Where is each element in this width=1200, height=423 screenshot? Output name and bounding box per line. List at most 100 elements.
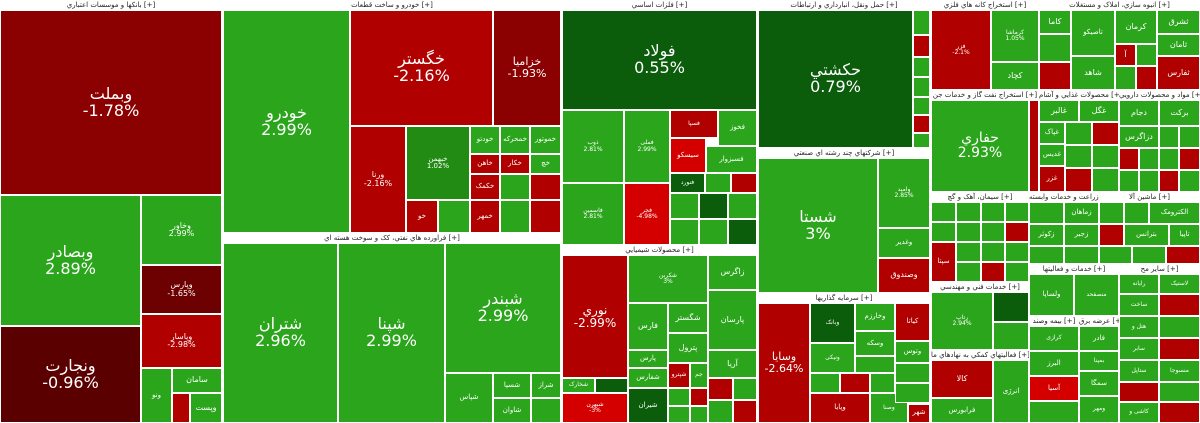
tile-dzagros[interactable]: دزاگرس <box>1119 126 1159 148</box>
tile-sheraz[interactable]: شراز <box>531 373 561 398</box>
tile-kiata[interactable]: کیاتا <box>895 303 930 341</box>
tile-khahan[interactable]: خاهن <box>470 154 500 174</box>
tile-misc-d-13[interactable]: کاشی و <box>1119 402 1159 423</box>
sector-agri[interactable]: زراعت و خدمات وابسته [+] زماهان زکوثر زج… <box>1029 192 1099 264</box>
tile-vsandogh[interactable]: وصندوق <box>878 258 930 293</box>
tile-chem-small-1[interactable] <box>595 378 628 393</box>
sector-chemicals[interactable]: محصولات شيميايي [+] نوري -2.99% زاگرس شک… <box>562 245 757 423</box>
tile-metals-small-8[interactable] <box>728 219 757 245</box>
tile-shekarbon[interactable]: شکربن 3% <box>628 255 708 303</box>
tile-zjabr[interactable]: زجبر <box>1064 224 1099 246</box>
tile-shgostar[interactable]: شگستر <box>668 303 708 333</box>
tile-misc-d-4[interactable] <box>1159 294 1200 316</box>
tile-oil-small[interactable] <box>531 398 561 423</box>
tile-vmehr[interactable]: ومهر <box>1079 396 1119 423</box>
tile-tasico[interactable]: تاصیکو <box>1071 10 1115 56</box>
tile-metals-small-4[interactable] <box>699 193 728 219</box>
tile-food-small-3[interactable] <box>1065 145 1092 168</box>
tile-hafari[interactable]: حفاري 2.93% <box>931 100 1029 192</box>
tile-vghadir[interactable]: وغدیر <box>878 228 930 258</box>
tile-mach-small-6[interactable] <box>1166 246 1200 264</box>
tile-mansafhad[interactable]: منصفحد <box>1074 274 1119 316</box>
tile-transport-small-2[interactable] <box>913 35 930 57</box>
tile-shasta[interactable]: شستا 3% <box>758 158 878 293</box>
sector-mining[interactable]: استخراج کانه هاي فلزي [+] فزر -2.1% کرما… <box>931 0 1039 90</box>
tile-metals-small-2[interactable] <box>731 173 757 193</box>
tile-cement-6[interactable] <box>956 222 981 242</box>
sector-oilgas-title[interactable]: استخراج نفت گاز و خدمات جن [+] <box>931 90 1039 100</box>
sector-engineering[interactable]: خدمات فني و مهندسي [+] رتاپ 2.94% <box>931 282 1029 350</box>
tile-khodro[interactable]: خودرو 2.99% <box>223 10 350 233</box>
tile-khmoharekeh[interactable]: خمحرکه <box>500 126 530 154</box>
tile-transport-small-6[interactable] <box>913 115 930 133</box>
tile-khodtu[interactable]: خودتو <box>470 126 500 154</box>
tile-food-small-2[interactable] <box>1092 122 1119 145</box>
sector-cement-title[interactable]: سيمان، آهک و گچ [+] <box>931 192 1029 202</box>
tile-shepna[interactable]: شپنا 2.99% <box>338 243 445 423</box>
tile-chem-small-7[interactable] <box>690 406 708 423</box>
tile-zmahan[interactable]: زماهان <box>1064 202 1099 224</box>
tile-cement-9[interactable] <box>956 242 981 262</box>
tile-vkharazm[interactable]: وخارزم <box>855 303 895 331</box>
tile-transport-small-4[interactable] <box>913 77 930 97</box>
tile-pharma-small-6[interactable] <box>1179 148 1200 170</box>
tile-vpasar[interactable]: وپاسار -2.98% <box>141 314 222 368</box>
tile-housing-small-3[interactable] <box>1136 44 1157 66</box>
sector-machinery-title[interactable]: ماشين آلا [+] <box>1099 192 1200 202</box>
sector-food[interactable]: محصولات غذايي و آشام [+] غالبر غگل غپاک … <box>1039 90 1119 192</box>
tile-misc-d-2[interactable]: لاستيک <box>1159 274 1200 294</box>
tile-kerman[interactable]: کرمان <box>1115 10 1157 44</box>
tile-misc-d-7[interactable]: سابر <box>1119 338 1159 360</box>
tile-shfars[interactable]: شفارس <box>628 368 668 388</box>
tile-cement-14[interactable] <box>1005 262 1029 282</box>
sector-multi-industry[interactable]: شرکتهاي چند رشته اي صنعتي [+] شستا 3% وا… <box>758 148 930 293</box>
tile-kho[interactable]: خو <box>406 200 438 233</box>
sector-metals[interactable]: فلزات اساسي [+] فولاد 0.55% ذوب 2.81% فم… <box>562 0 757 245</box>
tile-cement-11[interactable] <box>1005 242 1029 262</box>
sector-auto-title[interactable]: خودرو و ساخت قطعات [+] <box>223 0 561 10</box>
tile-housing-small-1[interactable] <box>1039 34 1071 62</box>
tile-shpetro[interactable]: شپترو <box>668 363 690 388</box>
tile-khch[interactable]: خچ <box>530 154 561 174</box>
tile-vtejarat[interactable]: ونجارت -0.96% <box>0 326 141 423</box>
tile-fenurd[interactable]: فنورد <box>670 173 705 193</box>
tile-agri-small-3[interactable] <box>1064 246 1099 264</box>
tile-mach-small-4[interactable] <box>1099 246 1132 264</box>
tile-vpars[interactable]: وپارس -1.65% <box>141 265 222 314</box>
tile-fkhouz[interactable]: فخوز <box>718 110 757 146</box>
tile-misc-d-6[interactable] <box>1159 316 1200 338</box>
tile-shbandar[interactable]: شبندر 2.99% <box>445 243 561 373</box>
tile-invest-small-3[interactable] <box>855 356 895 373</box>
tile-oilgas-small[interactable] <box>1029 100 1039 192</box>
tile-agri-small-1[interactable] <box>1029 202 1064 224</box>
sector-housing-title[interactable]: انبوه سازي، املاک و مستغلات [+] <box>1039 0 1200 10</box>
tile-invest-small-1[interactable] <box>810 373 840 393</box>
tile-ghdis[interactable]: غدیس <box>1039 144 1065 166</box>
sector-misc-d[interactable]: ساير مح [+] رايانه لاستيک ساخت هتل و ساب… <box>1119 264 1200 423</box>
tile-food-small-5[interactable] <box>1065 168 1092 192</box>
tile-chem-small-4[interactable] <box>708 378 733 400</box>
sector-misc-a-title[interactable]: خدمات و فعالیتها [+] <box>1029 264 1119 274</box>
sector-pharma[interactable]: مواد و محصولات دارويي [+] دجام برکت دزاگ… <box>1119 90 1200 192</box>
tile-transport-small-1[interactable] <box>913 10 930 35</box>
sector-finaux-title[interactable]: فعاليتهاي کمکي به نهادهاي ما [+] <box>931 350 1029 360</box>
tile-vomid[interactable]: وامید 2.85% <box>878 158 930 228</box>
tile-vbank[interactable]: وبانک <box>810 303 855 343</box>
sector-auto[interactable]: خودرو و ساخت قطعات [+] خودرو 2.99% خگستر… <box>223 0 561 233</box>
sector-investments[interactable]: سرمايه گذاريها [+] وسايا -2.64% وخارزم ک… <box>758 293 930 423</box>
tile-kchad[interactable]: کچاد <box>991 62 1039 90</box>
tile-pharma-small-1[interactable] <box>1159 126 1179 148</box>
tile-misc-d-9[interactable]: ستاپل <box>1119 360 1159 382</box>
tile-eng-small-2[interactable] <box>993 322 1029 350</box>
tile-khmotor[interactable]: خموتور <box>530 126 561 154</box>
tile-food-small-4[interactable] <box>1092 145 1119 168</box>
tile-misc-d-11[interactable] <box>1119 382 1159 402</box>
tile-tapia[interactable]: تاپیا <box>1169 224 1200 246</box>
tile-small[interactable] <box>172 393 190 423</box>
tile-eng-small-1[interactable] <box>993 292 1029 322</box>
tile-thaman[interactable]: ثامان <box>1157 34 1200 56</box>
tile-khzamia[interactable]: خزامیا -1.93% <box>493 10 561 126</box>
tile-thshargh[interactable]: ثشرق <box>1157 10 1200 34</box>
sector-transport[interactable]: حمل ونقل، انبارداري و ارتباطات [+] حکشتي… <box>758 0 930 148</box>
tile-asia[interactable]: آسیا <box>1029 376 1079 401</box>
